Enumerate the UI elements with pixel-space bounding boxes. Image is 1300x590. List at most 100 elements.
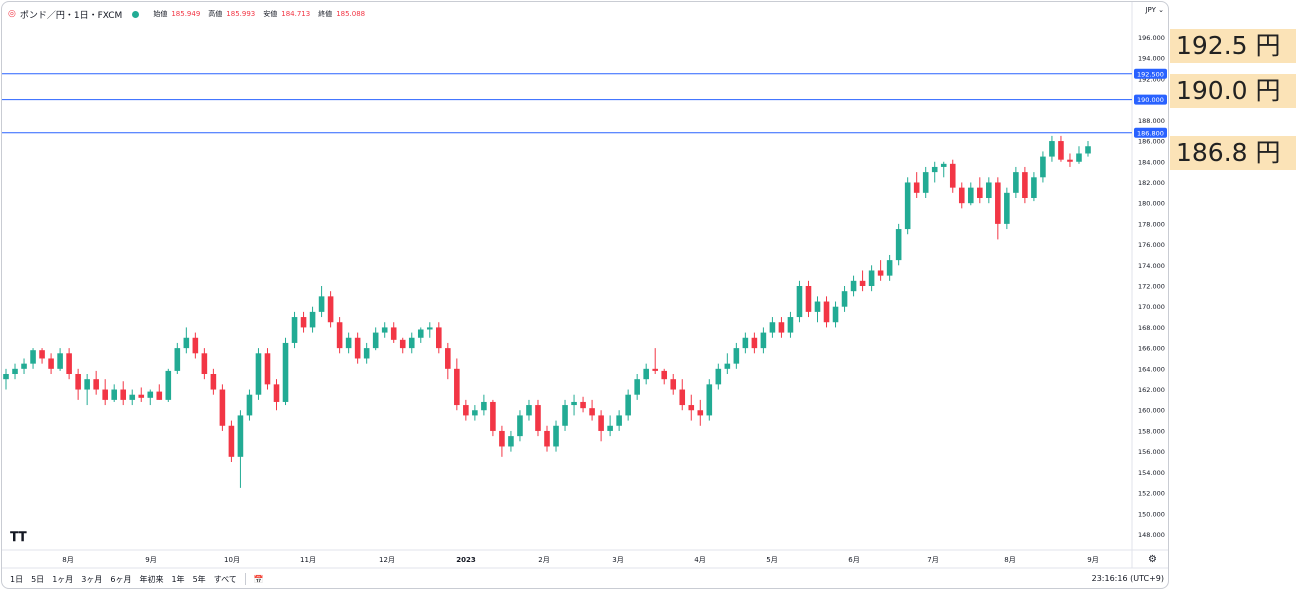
horizontal-line-label: 190.000 [1137, 96, 1164, 104]
candle-body [408, 337, 415, 349]
timeframe-5y[interactable]: 5年 [192, 574, 206, 584]
candle-body [147, 391, 154, 398]
x-tick-label: 5月 [766, 556, 777, 564]
candle-body [39, 350, 45, 359]
candle-body [436, 327, 442, 349]
x-tick-label: 12月 [379, 556, 395, 564]
y-tick-label: 174.000 [1138, 262, 1165, 270]
x-tick-label: 2023 [456, 556, 476, 564]
x-tick-label: 6月 [848, 556, 859, 564]
candle-body [733, 348, 740, 364]
y-tick-label: 172.000 [1138, 283, 1165, 291]
candle-body [490, 401, 496, 431]
candle-body [670, 379, 677, 390]
y-tick-label: 180.000 [1138, 200, 1165, 208]
chart-header: ◎ ポンド／円・1日・FXCM 始値 185.949 高値 185.993 安値 18… [8, 7, 365, 21]
date-range-icon[interactable]: 📅 [253, 574, 264, 584]
timeframe-5d[interactable]: 5日 [31, 574, 45, 584]
candle-body [778, 322, 785, 333]
candle-body [931, 166, 938, 173]
candle-body [291, 317, 298, 343]
candle-body [12, 368, 18, 374]
candle-body [967, 187, 974, 204]
candle-body [652, 368, 658, 371]
candle-body [1076, 153, 1082, 162]
horizontal-line-price-badge [1134, 68, 1167, 79]
candle-body [886, 260, 893, 276]
y-tick-label: 148.000 [1138, 531, 1165, 539]
candle-body [174, 348, 181, 371]
y-tick-label: 166.000 [1138, 345, 1165, 353]
y-tick-label: 154.000 [1138, 469, 1165, 477]
candle-body [156, 391, 163, 400]
currency-label[interactable]: JPY ⌄ [1145, 6, 1164, 14]
candle-body [481, 401, 487, 411]
timeframe-1y[interactable]: 1年 [171, 574, 185, 584]
timeframe-1m[interactable]: 1ヶ月 [52, 574, 74, 584]
horizontal-line-price-badge [1134, 127, 1167, 138]
symbol-icon[interactable]: ◎ [8, 9, 16, 19]
candle-body [724, 363, 731, 369]
candle-body [282, 342, 289, 402]
candle-body [3, 374, 9, 380]
candle-body [832, 306, 839, 323]
candle-body [472, 410, 478, 416]
x-tick-label: 9月 [145, 556, 156, 564]
candle-body [426, 327, 433, 330]
candle-body [381, 327, 388, 333]
candle-body [868, 270, 875, 286]
candle-body [544, 430, 550, 447]
candle-body [940, 163, 947, 167]
candle-body [508, 436, 514, 447]
y-tick-label: 170.000 [1138, 303, 1165, 311]
timeframe-1d[interactable]: 1日 [10, 574, 24, 584]
candle-body [390, 327, 397, 340]
candle-body [1022, 172, 1028, 198]
high-value: 185.993 [226, 10, 256, 18]
candle-body [1031, 177, 1037, 198]
candle-body [57, 353, 63, 369]
timeframe-all[interactable]: すべて [213, 574, 237, 584]
horizontal-line-label: 186.800 [1137, 129, 1164, 137]
timeframe-ytd[interactable]: 年初来 [139, 574, 164, 584]
x-tick-label: 8月 [62, 556, 73, 564]
candle-body [345, 337, 352, 349]
toolbar-divider [244, 573, 246, 585]
timeframe-3m[interactable]: 3ヶ月 [81, 574, 103, 584]
candle-body [300, 317, 307, 328]
candle-body [607, 425, 613, 431]
candle-body [66, 353, 72, 374]
candle-body [75, 374, 81, 390]
candle-body [219, 389, 226, 426]
candle-body [363, 348, 370, 359]
candle-body [255, 353, 262, 395]
close-value: 185.088 [336, 10, 366, 18]
symbol-title[interactable]: ポンド／円・1日・FXCM [19, 10, 123, 21]
candle-body [859, 280, 866, 286]
candle-body [111, 389, 117, 400]
candle-body [517, 415, 523, 437]
price-chart[interactable]: 196.000 194.000 192.000 190.000 188.000 186.0… [2, 2, 1168, 588]
timeframe-6m[interactable]: 6ヶ月 [110, 574, 132, 584]
candle-body [877, 270, 884, 276]
settings-gear-icon[interactable]: ⚙ [1148, 554, 1157, 565]
candle-body [995, 182, 1001, 224]
y-tick-label: 196.000 [1138, 34, 1165, 42]
candle-body [309, 311, 316, 328]
candle-body [913, 182, 920, 193]
y-tick-label: 160.000 [1138, 407, 1165, 415]
x-tick-label: 7月 [927, 556, 938, 564]
candle-body [273, 384, 280, 402]
candle-body [805, 286, 812, 312]
timeframe-toolbar: 1日 5日 1ヶ月 3ヶ月 6ヶ月 年初来 1年 5年 すべて 📅 23:16:… [2, 570, 1168, 588]
candle-body [895, 229, 902, 261]
candle-body [210, 374, 217, 390]
candle-body [598, 415, 604, 431]
timezone-label[interactable]: 23:16:16 (UTC+9) [1091, 574, 1164, 583]
y-tick-label: 168.000 [1138, 324, 1165, 332]
candle-body [562, 405, 568, 426]
candle-body [318, 296, 325, 312]
candle-body [445, 348, 451, 369]
candle-body [958, 187, 965, 204]
y-tick-label: 178.000 [1138, 220, 1165, 228]
